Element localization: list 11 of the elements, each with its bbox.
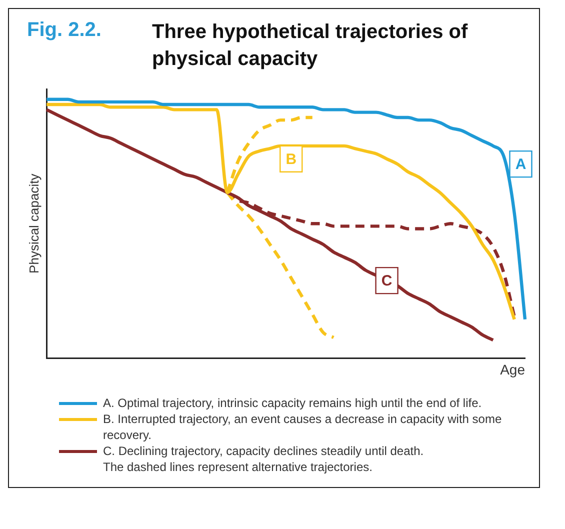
legend-label: C. Declining trajectory, capacity declines steadily until death. [103,443,425,459]
text: The dashed lines represent alternative trajectories. [103,459,374,475]
legend-label: A. Optimal trajectory, intrinsic capacity remains high until the end of life. [103,395,483,411]
chart-title: Three hypothetical trajectories of physical capacity [152,20,469,72]
annotation: C [381,272,392,290]
caption: Fig. 2.2. [27,19,102,42]
annotation: A [515,156,526,174]
y-axis-title: Physical capacity [26,173,42,274]
annotation: B [286,151,297,168]
x-axis-title: Age [500,361,526,378]
legend-label: B. Interrupted trajectory, an event causes a decrease in capacity with some recovery. [103,411,503,443]
